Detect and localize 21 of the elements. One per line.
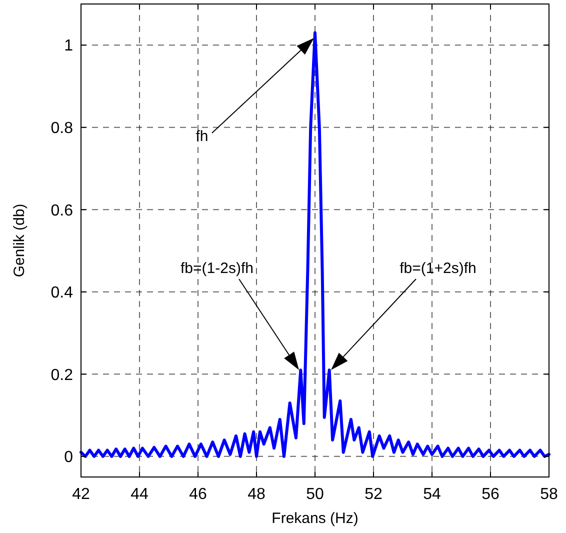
- x-tick-label: 48: [248, 486, 266, 503]
- y-tick-label: 0.6: [50, 202, 74, 220]
- annotation: fh: [196, 128, 208, 145]
- x-axis-title: Frekans (Hz): [272, 510, 358, 527]
- y-axis-title: Genlik (db): [11, 204, 28, 278]
- y-tick-label: 0.2: [50, 366, 74, 384]
- y-tick-label: 0.4: [50, 284, 74, 302]
- y-tick-label: 0: [64, 449, 74, 466]
- x-tick-label: 52: [364, 486, 382, 503]
- line-series: [80, 31, 550, 458]
- x-tick-label: 42: [72, 486, 90, 503]
- x-tick-label: 56: [482, 486, 500, 503]
- y-tick-label: 0.8: [50, 120, 74, 137]
- annotation: fb=(1-2s)fh: [180, 260, 254, 277]
- x-tick-label: 44: [130, 486, 148, 503]
- x-tick-label: 58: [540, 486, 558, 503]
- x-tick-label: 46: [189, 486, 207, 503]
- annotation: fb=(1+2s)fh: [400, 260, 476, 277]
- x-tick-label: 54: [423, 486, 441, 503]
- x-tick-label: 50: [306, 486, 324, 503]
- y-tick-label: 1: [64, 38, 74, 55]
